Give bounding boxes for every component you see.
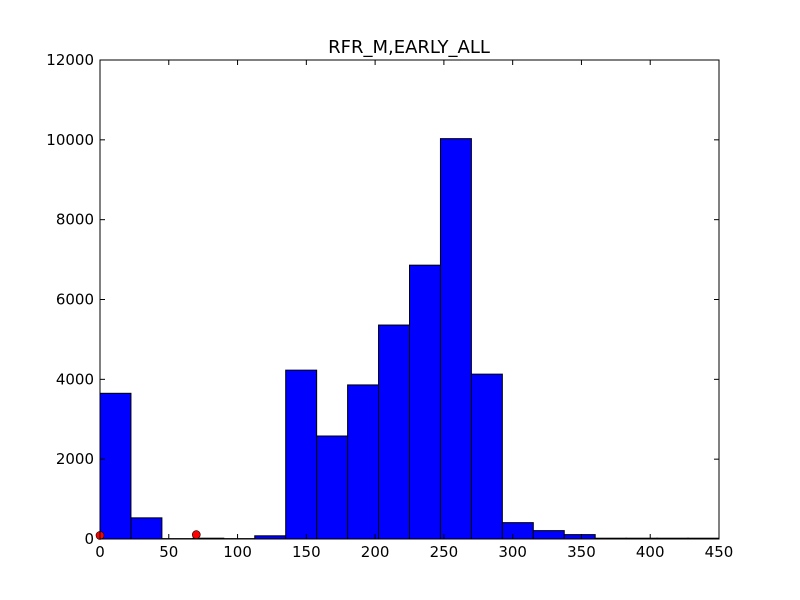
chart-title: RFR_M,EARLY_ALL (328, 37, 490, 58)
x-tick-label: 50 (159, 543, 178, 561)
x-tick-labels: 0 50 100 150 200 250 300 350 400 450 (95, 543, 733, 561)
y-tick-label: 6000 (56, 291, 94, 309)
y-tick-label: 10000 (46, 131, 94, 149)
histogram-bar (409, 264, 441, 540)
histogram-bar (439, 138, 472, 540)
histogram-bar (532, 530, 565, 540)
y-tick-label: 2000 (56, 450, 94, 468)
x-tick-label: 350 (567, 543, 596, 561)
y-tick-labels: 0 2000 4000 6000 8000 10000 12000 (46, 51, 94, 548)
histogram-bar (285, 369, 318, 540)
histogram-bar (130, 517, 163, 540)
y-tick-label: 12000 (46, 51, 94, 69)
bars-layer (99, 138, 720, 540)
x-tick-label: 100 (223, 543, 252, 561)
x-tick-label: 250 (430, 543, 459, 561)
x-tick-label: 400 (636, 543, 665, 561)
x-tick-label: 450 (705, 543, 734, 561)
histogram-bar (316, 435, 349, 540)
x-tick-label: 150 (292, 543, 321, 561)
marker-point (191, 530, 201, 539)
y-tick-label: 8000 (56, 211, 94, 229)
x-tick-label: 200 (361, 543, 390, 561)
x-tick-label: 0 (95, 543, 105, 561)
histogram-bar (347, 384, 380, 540)
x-tick-label: 300 (498, 543, 527, 561)
histogram-bar (99, 392, 132, 540)
histogram-bar (563, 534, 596, 540)
y-tick-label: 0 (84, 530, 94, 548)
histogram-bar (501, 522, 534, 540)
y-tick-label: 4000 (56, 370, 94, 388)
histogram-bar (470, 373, 503, 540)
ticks-layer (99, 59, 720, 540)
histogram-bar (378, 324, 410, 540)
